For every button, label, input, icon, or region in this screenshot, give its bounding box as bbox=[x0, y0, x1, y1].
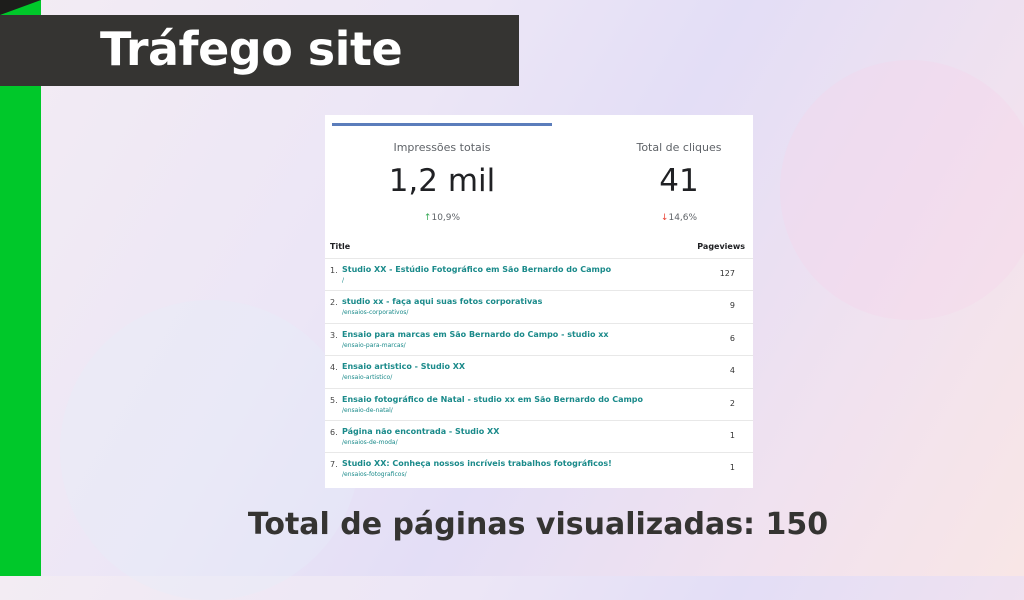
pageviews-value: 2 bbox=[729, 398, 735, 408]
page-url: /ensaios-de-moda/ bbox=[342, 438, 398, 446]
kpi-value: 41 bbox=[659, 163, 699, 199]
page-title-link[interactable]: Ensaio artistico - Studio XX bbox=[342, 362, 466, 372]
row-number: 6. bbox=[330, 427, 338, 437]
page-url: /ensaios-corporativos/ bbox=[342, 309, 409, 317]
column-header-pageviews: Pageviews bbox=[697, 242, 745, 251]
pageviews-value: 9 bbox=[729, 301, 735, 311]
kpi-impressions: Impressões totais 1,2 mil ↑10,9% bbox=[342, 141, 542, 223]
table-row[interactable]: 6. Página não encontrada - Studio XX/ensa… bbox=[325, 419, 753, 452]
arrow-down-icon: ↓ bbox=[660, 213, 669, 223]
green-accent-bar bbox=[0, 0, 41, 576]
corner-triangle bbox=[0, 0, 41, 15]
kpi-label: Total de cliques bbox=[636, 141, 722, 154]
column-header-title: Title bbox=[330, 242, 351, 251]
row-number: 4. bbox=[330, 363, 338, 373]
page-url: /ensaios-fotograficos/ bbox=[342, 471, 407, 479]
table-row[interactable]: 3. Ensaio para marcas em São Bernardo do … bbox=[325, 322, 753, 355]
kpi-label: Impressões totais bbox=[393, 141, 491, 154]
row-number: 5. bbox=[330, 395, 338, 405]
page-url: /ensaio-artistico/ bbox=[342, 374, 393, 382]
arrow-up-icon: ↑ bbox=[423, 213, 432, 223]
table-row[interactable]: 1. Studio XX - Estúdio Fotográfico em São… bbox=[325, 258, 753, 290]
table-row[interactable]: 2. studio xx - faça aqui suas fotos corpo… bbox=[325, 290, 753, 322]
table-row[interactable]: 4. Ensaio artistico - Studio XX/ensaio-ar… bbox=[325, 355, 753, 387]
pageviews-value: 127 bbox=[719, 269, 735, 278]
table-row[interactable]: 7. Studio XX: Conheça nossos incríveis tr… bbox=[325, 452, 753, 484]
background-shape bbox=[780, 60, 1024, 320]
page-title-link[interactable]: Página não encontrada - Studio XX bbox=[342, 426, 500, 436]
page-title-link[interactable]: studio xx - faça aqui suas fotos corpora… bbox=[342, 297, 543, 307]
page-title: Tráfego site bbox=[0, 15, 519, 86]
table-row[interactable]: 5. Ensaio fotográfico de Natal - studio x… bbox=[325, 387, 753, 420]
pages-table: 1. Studio XX - Estúdio Fotográfico em São… bbox=[325, 258, 753, 485]
kpi-change: 10,9% bbox=[431, 213, 461, 223]
page-url: / bbox=[342, 277, 345, 284]
pageviews-value: 1 bbox=[729, 430, 735, 440]
pageviews-value: 6 bbox=[729, 333, 735, 343]
kpi-value: 1,2 mil bbox=[388, 163, 496, 199]
page-url: /ensaio-de-natal/ bbox=[342, 406, 393, 414]
page-url: /ensaio-para-marcas/ bbox=[342, 341, 406, 349]
page-title-link[interactable]: Ensaio para marcas em São Bernardo do Ca… bbox=[342, 329, 609, 339]
row-number: 1. bbox=[330, 266, 338, 275]
kpi-change: 14,6% bbox=[668, 213, 698, 223]
row-number: 2. bbox=[330, 298, 338, 308]
kpi-clicks: Total de cliques 41 ↓14,6% bbox=[579, 141, 779, 223]
analytics-card: Impressões totais 1,2 mil ↑10,9% Total d… bbox=[325, 115, 753, 488]
row-number: 7. bbox=[330, 460, 338, 470]
row-number: 3. bbox=[330, 330, 338, 340]
page-title-link[interactable]: Ensaio fotográfico de Natal - studio xx … bbox=[342, 394, 644, 404]
pageviews-value: 4 bbox=[729, 366, 735, 376]
background-shape bbox=[60, 300, 360, 600]
total-pageviews: Total de páginas visualizadas: 150 bbox=[247, 507, 829, 542]
page-title-link[interactable]: Studio XX - Estúdio Fotográfico em São B… bbox=[342, 265, 612, 274]
page-title-link[interactable]: Studio XX: Conheça nossos incríveis trab… bbox=[342, 459, 612, 469]
pageviews-value: 1 bbox=[729, 463, 735, 473]
active-tab-indicator bbox=[332, 123, 552, 126]
